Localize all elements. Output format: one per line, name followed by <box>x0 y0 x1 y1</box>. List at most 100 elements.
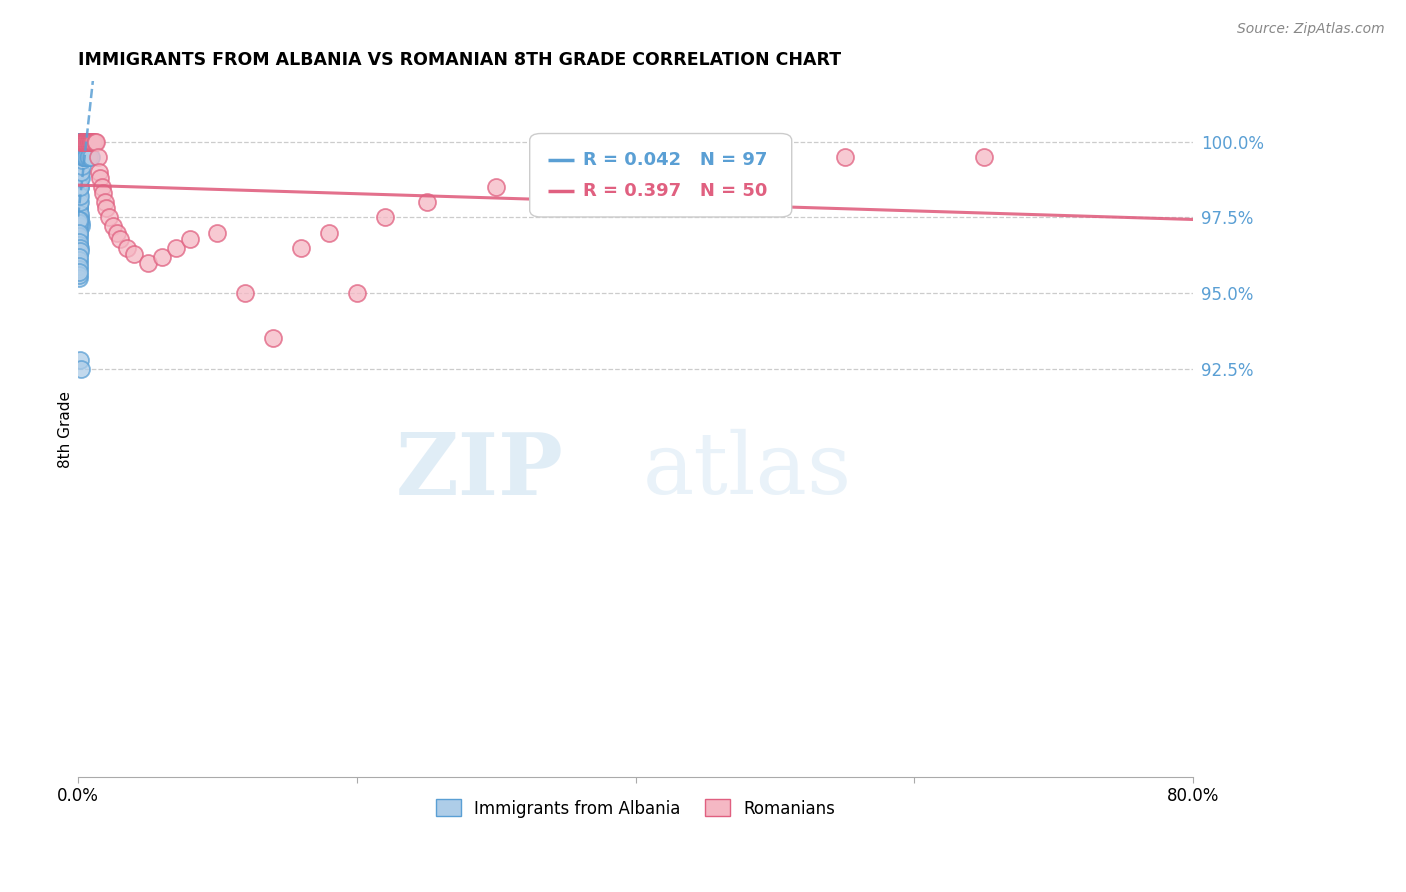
Point <box>69 150 91 164</box>
Point <box>67 231 90 245</box>
Point <box>105 226 128 240</box>
Point <box>67 189 90 203</box>
Point <box>70 219 93 234</box>
Point <box>67 180 90 194</box>
Point <box>67 165 90 179</box>
Point <box>374 211 396 225</box>
Point <box>80 135 103 149</box>
Point <box>67 186 90 201</box>
Legend: Immigrants from Albania, Romanians: Immigrants from Albania, Romanians <box>429 793 842 824</box>
Point <box>165 241 187 255</box>
Point <box>72 153 94 167</box>
Point <box>67 271 90 285</box>
Point <box>67 171 90 186</box>
Point <box>69 244 91 258</box>
Point <box>67 202 90 216</box>
FancyBboxPatch shape <box>530 134 792 217</box>
Point <box>90 180 112 194</box>
Point <box>67 204 90 219</box>
Point <box>67 150 90 164</box>
Point <box>87 165 110 179</box>
Point <box>93 195 115 210</box>
Point <box>76 135 98 149</box>
Point <box>69 180 91 194</box>
Point <box>69 150 91 164</box>
Point <box>84 135 107 149</box>
Point <box>69 241 91 255</box>
Point <box>86 150 108 164</box>
Point <box>67 195 90 210</box>
Point <box>67 219 90 234</box>
Point <box>67 237 90 252</box>
Point <box>67 250 90 264</box>
Point <box>67 259 90 273</box>
Point <box>67 180 90 194</box>
Point <box>72 150 94 164</box>
Point <box>67 256 90 270</box>
Point <box>77 135 100 149</box>
Point <box>72 135 94 149</box>
Point <box>73 135 96 149</box>
Point <box>69 165 91 179</box>
Point <box>72 135 94 149</box>
Point <box>67 237 90 252</box>
Point <box>73 150 96 164</box>
Point <box>695 150 717 164</box>
Point <box>179 231 201 245</box>
Text: R = 0.397   N = 50: R = 0.397 N = 50 <box>583 182 768 200</box>
Point <box>67 198 90 212</box>
Point <box>115 241 138 255</box>
Point <box>69 171 91 186</box>
Point <box>73 135 96 149</box>
Point <box>67 165 90 179</box>
Point <box>67 241 90 255</box>
Point <box>69 135 91 149</box>
Text: ZIP: ZIP <box>395 429 564 513</box>
Point <box>67 135 90 149</box>
Point <box>70 135 93 149</box>
Point <box>69 135 91 149</box>
Point <box>69 195 91 210</box>
Point <box>235 286 257 301</box>
Point <box>67 198 90 212</box>
Point <box>89 171 111 186</box>
Text: IMMIGRANTS FROM ALBANIA VS ROMANIAN 8TH GRADE CORRELATION CHART: IMMIGRANTS FROM ALBANIA VS ROMANIAN 8TH … <box>79 51 841 69</box>
Point <box>69 150 91 164</box>
Point <box>67 226 90 240</box>
Point <box>76 135 98 149</box>
Point <box>70 150 93 164</box>
Point <box>94 202 117 216</box>
Point <box>67 241 90 255</box>
Point <box>72 135 94 149</box>
Point <box>75 135 97 149</box>
Point <box>69 180 91 194</box>
Point <box>75 150 97 164</box>
Point <box>70 135 93 149</box>
Point <box>72 135 94 149</box>
Point <box>67 217 90 231</box>
Point <box>67 183 90 197</box>
Point <box>76 135 98 149</box>
Point <box>79 135 101 149</box>
Point <box>108 231 131 245</box>
Point <box>69 165 91 179</box>
Point <box>67 135 90 149</box>
Point <box>67 235 90 249</box>
Point <box>67 150 90 164</box>
Y-axis label: 8th Grade: 8th Grade <box>58 391 73 467</box>
Point <box>67 265 90 279</box>
Point <box>69 171 91 186</box>
Point <box>77 135 100 149</box>
Point <box>76 150 98 164</box>
Point <box>67 192 90 206</box>
Point <box>67 213 90 227</box>
Point <box>415 195 437 210</box>
Point <box>83 135 105 149</box>
Point <box>69 150 91 164</box>
Point <box>67 226 90 240</box>
Point <box>69 207 91 221</box>
Point <box>67 211 90 225</box>
Point <box>67 180 90 194</box>
Point <box>262 331 284 345</box>
Point <box>67 261 90 276</box>
